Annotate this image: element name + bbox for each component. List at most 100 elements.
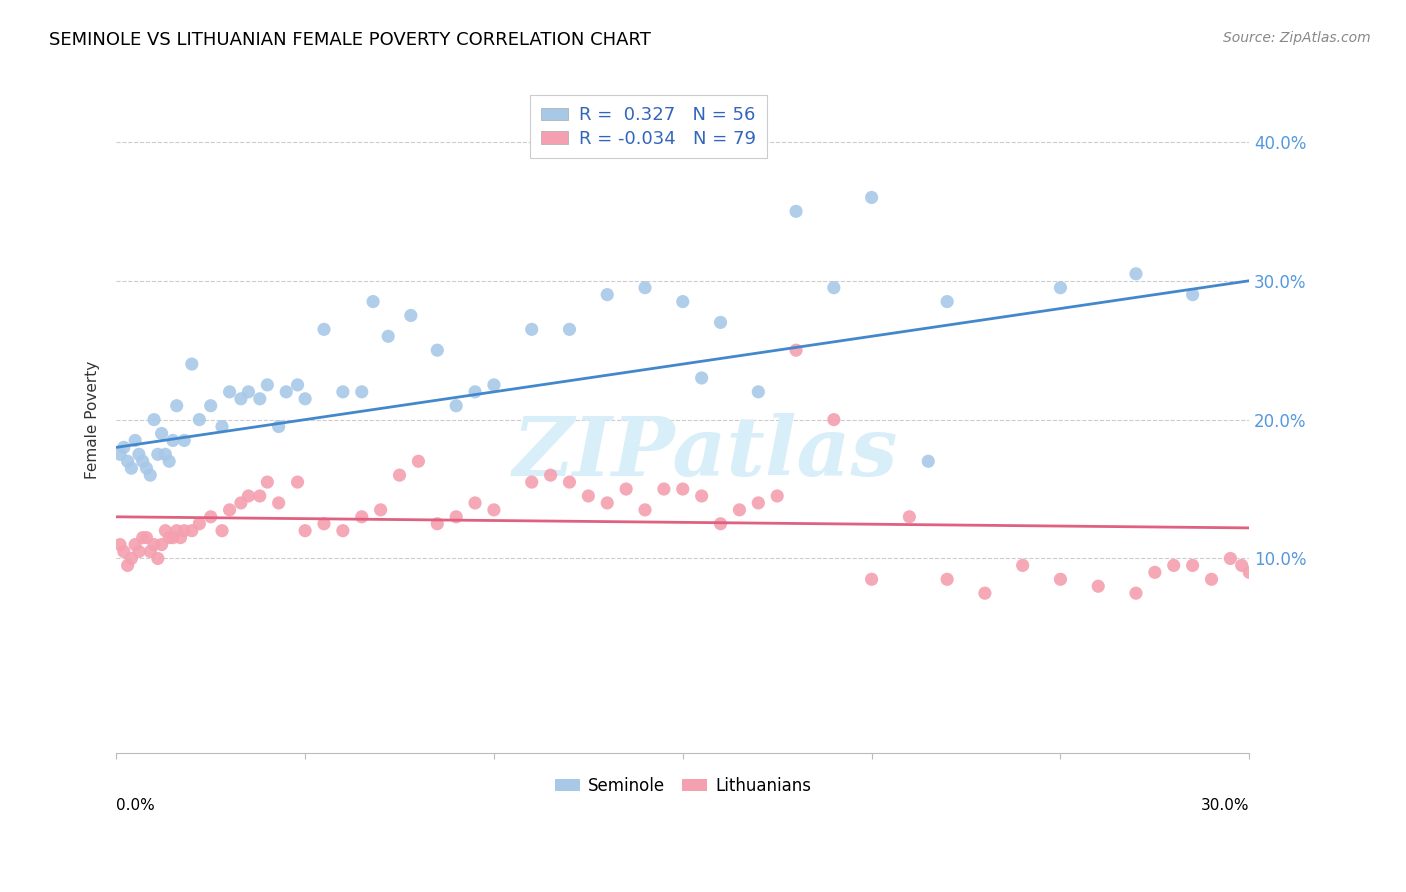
Point xyxy=(117,454,139,468)
Point xyxy=(917,454,939,468)
Point xyxy=(1125,267,1147,281)
Point xyxy=(173,434,195,448)
Point xyxy=(139,544,162,558)
Point xyxy=(444,509,467,524)
Point xyxy=(482,377,505,392)
Point xyxy=(132,531,155,545)
Point xyxy=(898,509,921,524)
Point xyxy=(576,489,599,503)
Point xyxy=(860,572,883,586)
Point xyxy=(1163,558,1185,573)
Point xyxy=(128,544,150,558)
Point xyxy=(124,538,146,552)
Point xyxy=(267,496,290,510)
Point xyxy=(350,509,373,524)
Point xyxy=(256,377,278,392)
Point xyxy=(188,412,211,426)
Point xyxy=(614,482,637,496)
Point xyxy=(1011,558,1033,573)
Point xyxy=(1181,558,1204,573)
Point xyxy=(180,524,202,538)
Point xyxy=(377,329,399,343)
Point xyxy=(132,454,155,468)
Point xyxy=(135,531,157,545)
Point xyxy=(155,447,177,461)
Point xyxy=(146,447,169,461)
Point xyxy=(157,454,180,468)
Point xyxy=(974,586,997,600)
Point xyxy=(112,441,135,455)
Point xyxy=(1125,586,1147,600)
Point xyxy=(350,384,373,399)
Text: ZIPatlas: ZIPatlas xyxy=(513,413,898,493)
Text: SEMINOLE VS LITHUANIAN FEMALE POVERTY CORRELATION CHART: SEMINOLE VS LITHUANIAN FEMALE POVERTY CO… xyxy=(49,31,651,49)
Point xyxy=(596,496,619,510)
Point xyxy=(162,531,184,545)
Point xyxy=(238,384,260,399)
Text: 30.0%: 30.0% xyxy=(1201,798,1250,814)
Point xyxy=(218,503,240,517)
Point xyxy=(672,294,695,309)
Point xyxy=(173,524,195,538)
Point xyxy=(444,399,467,413)
Point xyxy=(249,489,271,503)
Point xyxy=(287,475,309,489)
Point xyxy=(146,551,169,566)
Point xyxy=(166,399,188,413)
Point xyxy=(135,461,157,475)
Point xyxy=(1181,287,1204,301)
Point xyxy=(312,322,335,336)
Point xyxy=(1239,566,1261,580)
Point xyxy=(238,489,260,503)
Point xyxy=(1049,281,1071,295)
Point xyxy=(634,281,657,295)
Point xyxy=(180,357,202,371)
Point xyxy=(464,384,486,399)
Point xyxy=(634,503,657,517)
Point xyxy=(464,496,486,510)
Point xyxy=(256,475,278,489)
Point xyxy=(520,475,543,489)
Point xyxy=(108,538,131,552)
Point xyxy=(162,434,184,448)
Point xyxy=(155,524,177,538)
Point xyxy=(558,322,581,336)
Point xyxy=(1201,572,1223,586)
Point xyxy=(520,322,543,336)
Point xyxy=(1219,551,1241,566)
Point xyxy=(143,538,166,552)
Point xyxy=(709,315,731,329)
Point xyxy=(370,503,392,517)
Point xyxy=(860,190,883,204)
Point xyxy=(1049,572,1071,586)
Point xyxy=(229,392,252,406)
Point xyxy=(823,412,845,426)
Point xyxy=(157,531,180,545)
Point xyxy=(229,496,252,510)
Point xyxy=(361,294,384,309)
Point xyxy=(1306,558,1329,573)
Point xyxy=(124,434,146,448)
Point xyxy=(540,468,562,483)
Point xyxy=(1246,572,1268,586)
Point xyxy=(1295,579,1317,593)
Point xyxy=(426,516,449,531)
Point xyxy=(747,496,769,510)
Legend: Seminole, Lithuanians: Seminole, Lithuanians xyxy=(548,770,818,801)
Point xyxy=(408,454,430,468)
Point xyxy=(823,281,845,295)
Text: 0.0%: 0.0% xyxy=(117,798,155,814)
Point xyxy=(1087,579,1109,593)
Point xyxy=(218,384,240,399)
Point xyxy=(1143,566,1166,580)
Point xyxy=(482,503,505,517)
Point xyxy=(169,531,191,545)
Point xyxy=(128,447,150,461)
Point xyxy=(399,309,422,323)
Point xyxy=(747,384,769,399)
Point xyxy=(936,572,959,586)
Point xyxy=(332,384,354,399)
Point xyxy=(249,392,271,406)
Point xyxy=(426,343,449,358)
Point xyxy=(690,489,713,503)
